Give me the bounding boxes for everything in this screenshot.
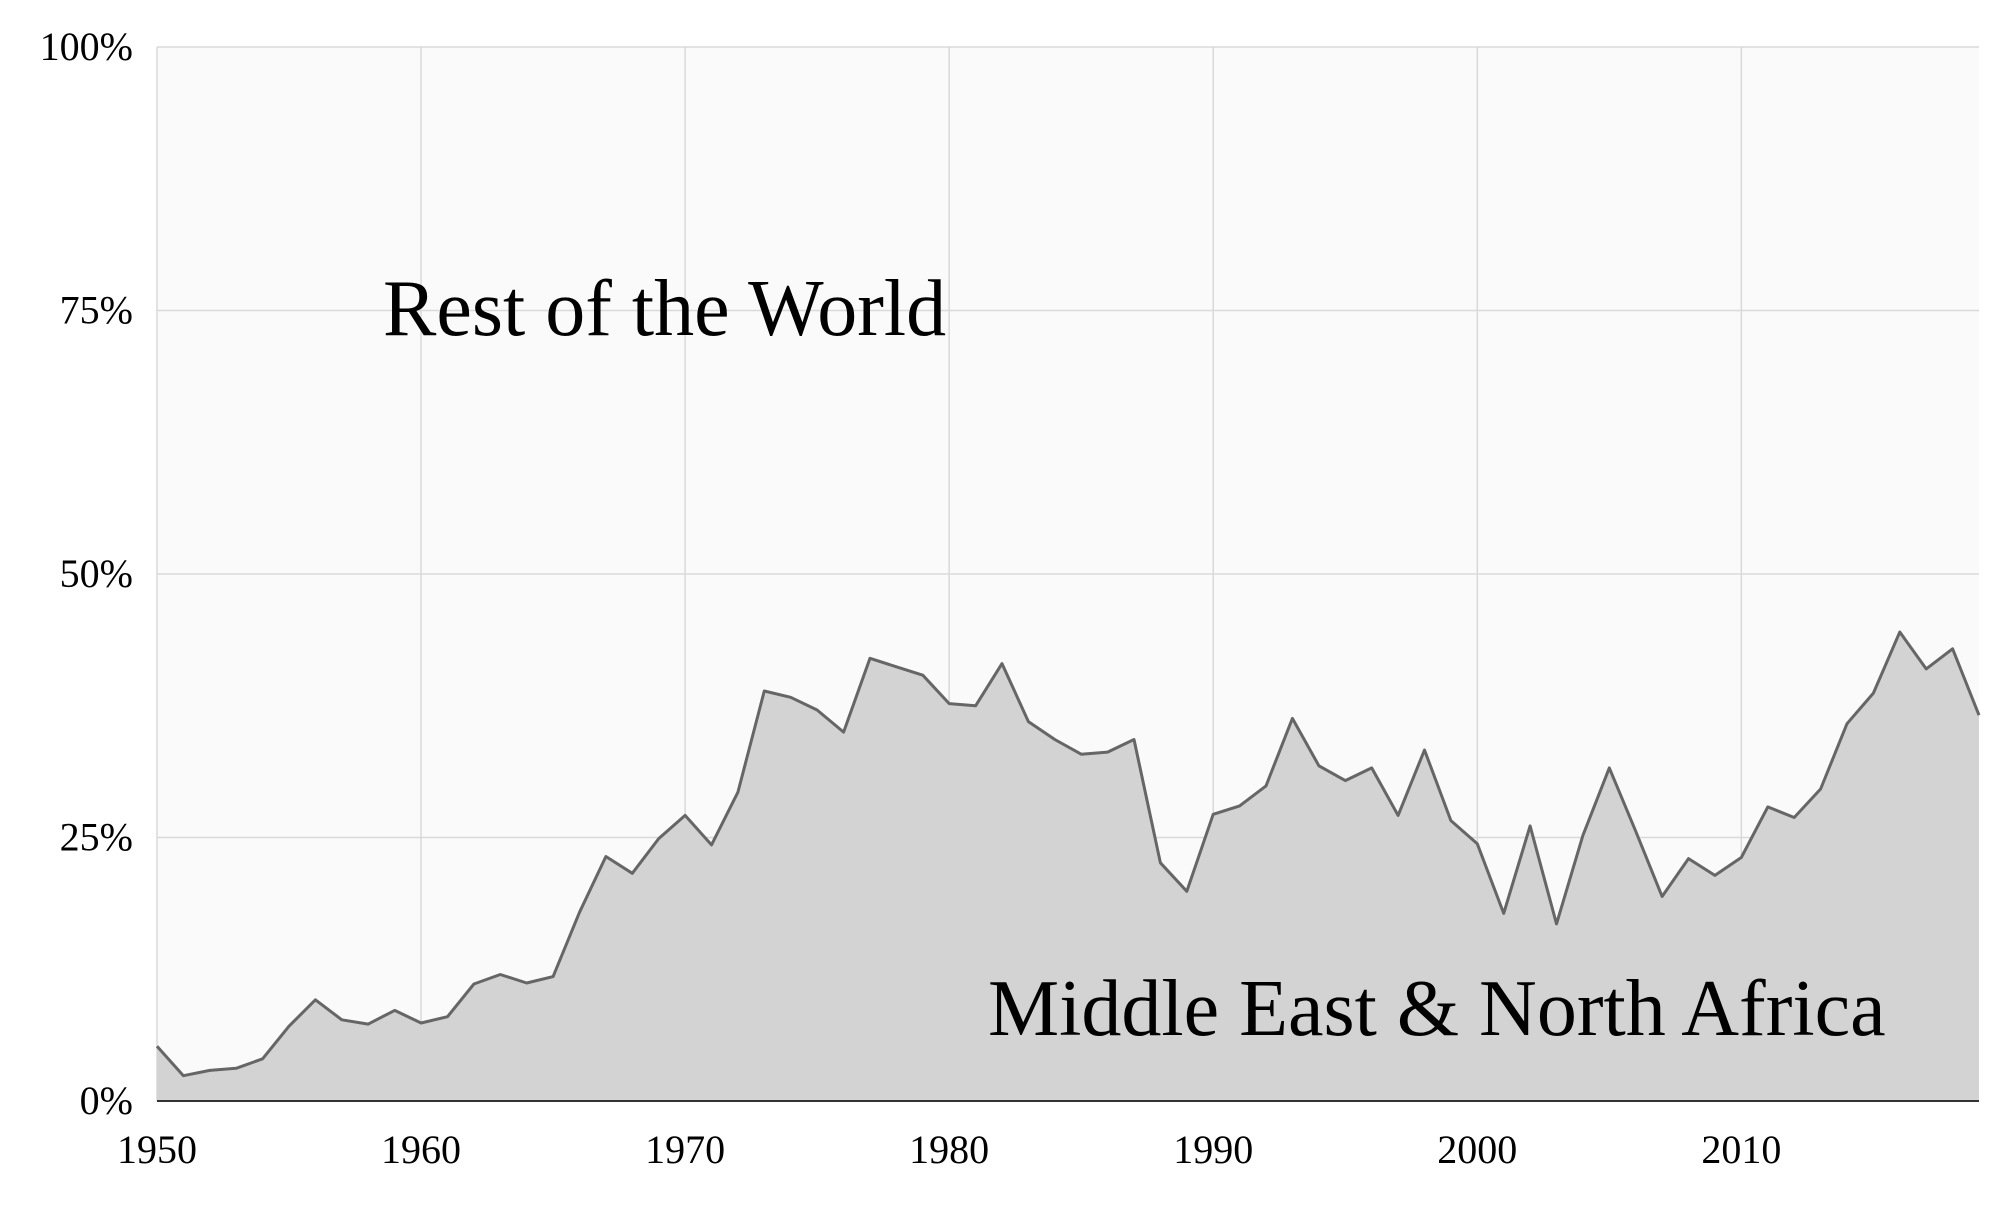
x-axis-ticks: 1950 1960 1970 1980 1990 2000 2010: [117, 1127, 1781, 1172]
x-tick-label: 1950: [117, 1127, 197, 1172]
x-tick-label: 1980: [909, 1127, 989, 1172]
x-tick-label: 1990: [1173, 1127, 1253, 1172]
y-tick-label: 0%: [80, 1078, 133, 1123]
x-tick-label: 2000: [1437, 1127, 1517, 1172]
y-tick-label: 25%: [60, 815, 133, 860]
series-label-middle-east-north-africa: Middle East & North Africa: [988, 965, 1886, 1053]
y-tick-label: 50%: [60, 551, 133, 596]
y-tick-label: 100%: [40, 24, 133, 69]
middle-east-north-africa-line: [155, 630, 1981, 1078]
middle-east-north-africa-area: [157, 632, 1979, 1101]
x-tick-label: 2010: [1701, 1127, 1781, 1172]
y-tick-label: 75%: [60, 288, 133, 333]
x-tick-label: 1970: [645, 1127, 725, 1172]
y-axis-ticks: 0% 25% 50% 75% 100%: [40, 24, 133, 1123]
series-label-rest-of-world: Rest of the World: [383, 265, 946, 353]
x-tick-label: 1960: [381, 1127, 461, 1172]
